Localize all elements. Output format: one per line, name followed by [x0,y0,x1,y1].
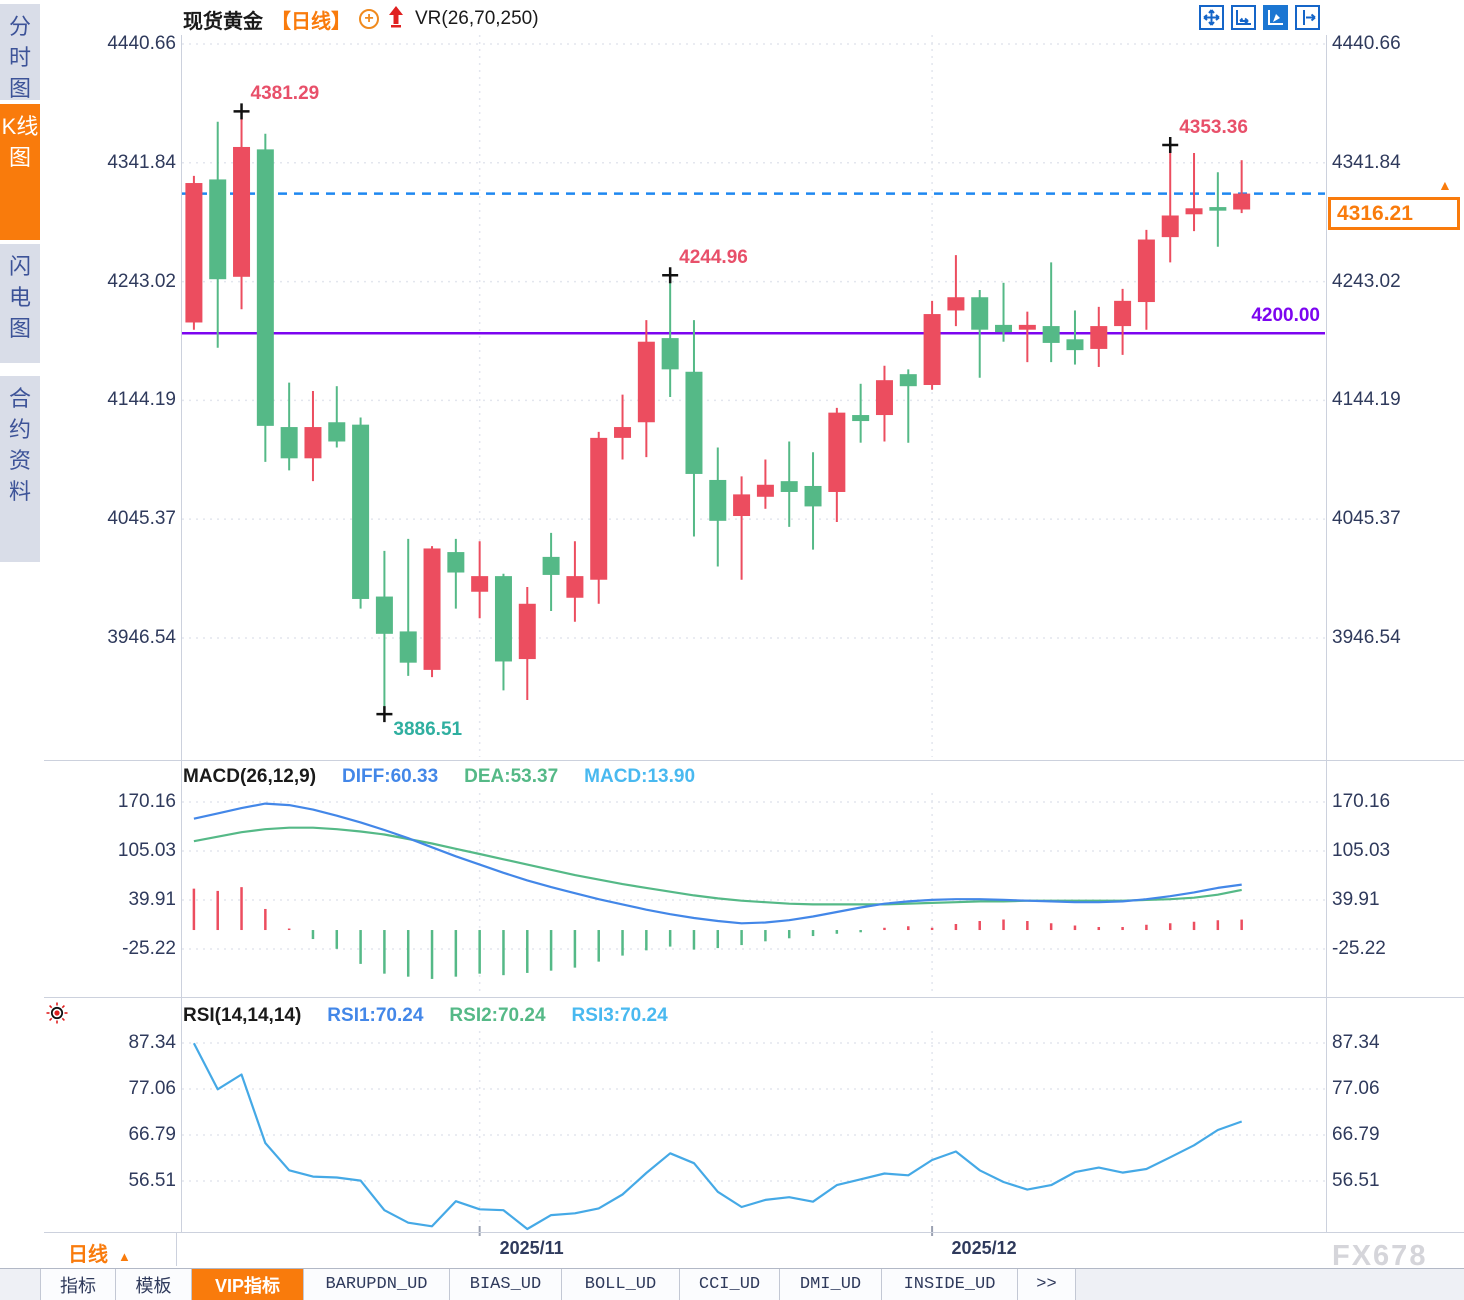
indicator-tab-4[interactable]: BARUPDN_UD [304,1269,450,1300]
current-price-tag: 4316.21 [1328,196,1460,230]
symbol-title: 现货黄金 [183,10,263,33]
xaxis-month-label: 2025/12 [951,1238,1017,1258]
axis-label: -25.22 [1332,938,1386,959]
axis-label: 56.51 [1332,1170,1380,1192]
period-arrow-icon: ▲ [118,1249,131,1264]
axis-label: 39.91 [1332,889,1380,910]
rsi2-value: RSI2:70.24 [449,1005,546,1026]
plot-left-border [181,35,182,1232]
macd-diff-value: DIFF:60.33 [342,766,439,787]
period-tag: 【日线】 [271,10,351,33]
axis-label: -25.22 [122,938,176,959]
rsi-name: RSI(14,14,14) [183,1005,302,1026]
macd-header: MACD(26,12,9) DIFF:60.33 DEA:53.37 MACD:… [183,766,695,788]
high-annotation: 4244.96 [679,247,748,269]
sidebar-item-3[interactable]: 闪电图 [0,244,40,363]
indicator-label: VR(26,70,250) [415,8,539,29]
axis-label: 4341.84 [107,151,176,173]
rsi3-value: RSI3:70.24 [571,1005,668,1026]
low-annotation: 3886.51 [393,719,463,741]
axis-label: 170.16 [117,791,176,812]
sidebar-item-1[interactable]: 分时图 [0,4,40,101]
rsi1-value: RSI1:70.24 [327,1005,424,1026]
macd-hist-value: MACD:13.90 [584,766,696,787]
support-line-label: 4200.00 [1251,305,1320,327]
axis-label: 66.79 [128,1124,176,1145]
indicator-tab-7[interactable]: CCI_UD [680,1269,780,1300]
add-indicator-icon[interactable]: + [359,9,379,29]
axis-label: 4440.66 [107,33,176,54]
indicator-tab-10[interactable]: >> [1018,1269,1076,1300]
rsi-header: RSI(14,14,14) RSI1:70.24 RSI2:70.24 RSI3… [183,1005,668,1027]
sidebar-item-2[interactable]: K线图 [0,104,40,240]
axis-label: 4440.66 [1332,33,1401,54]
axis-label: 39.91 [128,889,176,910]
axis-label: 4045.37 [107,508,176,530]
axis-label: 4243.02 [107,270,176,292]
indicator-tab-5[interactable]: BIAS_UD [450,1269,562,1300]
indicator-tab-8[interactable]: DMI_UD [780,1269,882,1300]
vr-up-arrow-icon [387,5,405,34]
auto-scale-icon[interactable] [1263,5,1288,30]
indicator-tab-9[interactable]: INSIDE_UD [882,1269,1018,1300]
macd-dea-value: DEA:53.37 [464,766,559,787]
axis-label: 105.03 [1332,840,1391,861]
axis-label: 4144.19 [1332,389,1401,411]
price-tag-arrow-icon: ▲ [1438,176,1452,193]
axis-label: 4243.02 [1332,270,1401,292]
axis-label: 170.16 [1332,791,1391,812]
macd-name: MACD(26,12,9) [183,766,317,787]
axis-label: 66.79 [1332,1124,1380,1145]
axis-label: 4341.84 [1332,151,1401,173]
watermark: FX678 [1332,1240,1428,1272]
high-annotation: 4353.36 [1179,116,1248,138]
axis-label: 4144.19 [107,389,176,411]
plot-right-border [1326,35,1327,1232]
period-label: 日线 [68,1244,108,1266]
tab-bar-spacer [1076,1269,1464,1300]
xaxis-month-label: 2025/11 [499,1238,564,1258]
move-icon[interactable] [1199,5,1224,30]
axis-label: 56.51 [128,1170,176,1192]
indicator-tab-bar: 指标 模板 VIP指标 BARUPDN_UD BIAS_UD BOLL_UD CCI_UD D… [0,1268,1464,1300]
period-selector-button[interactable]: 日线 ▲ [44,1233,177,1266]
sidebar-item-4[interactable]: 合约资料 [0,376,40,562]
fit-scale-icon[interactable] [1231,5,1256,30]
indicator-sun-icon[interactable] [46,1002,68,1029]
axis-label: 77.06 [128,1078,176,1100]
pane-divider [44,760,1464,761]
axis-label: 87.34 [1332,1032,1380,1053]
indicator-tab-3[interactable]: VIP指标 [192,1269,304,1300]
pan-right-icon[interactable] [1295,5,1320,30]
indicator-tab-1[interactable]: 指标 [40,1269,116,1300]
axis-label: 87.34 [128,1032,176,1053]
axis-label: 3946.54 [1332,626,1401,648]
axis-label: 4045.37 [1332,508,1401,530]
chart-header: 现货黄金 【日线】 + VR(26,70,250) [183,4,539,34]
chart-toolbar [1199,5,1320,30]
pane-divider [44,997,1464,998]
high-annotation: 4381.29 [250,83,320,105]
axis-label: 3946.54 [107,626,176,648]
xaxis-line [44,1232,1464,1233]
indicator-tab-2[interactable]: 模板 [116,1269,192,1300]
axis-label: 77.06 [1332,1078,1380,1100]
indicator-tab-6[interactable]: BOLL_UD [562,1269,680,1300]
axis-label: 105.03 [117,840,176,861]
